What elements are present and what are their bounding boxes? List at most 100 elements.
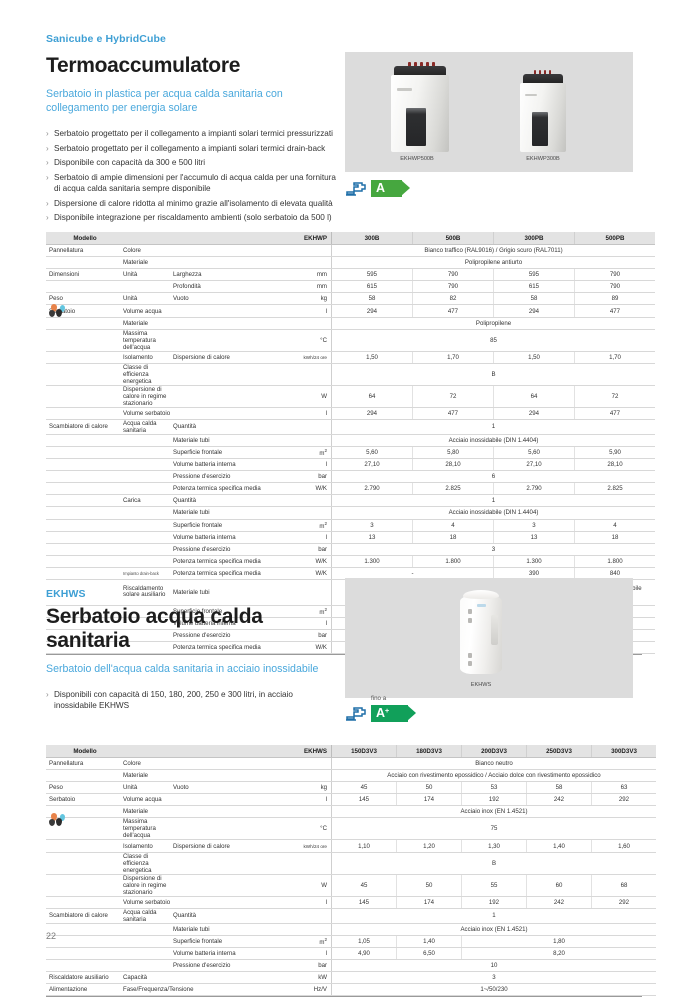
- row-value: 28,10: [574, 458, 655, 472]
- table-header-cell: EKHWS: [293, 745, 332, 758]
- table-row: Pressione d'esercizio bar 3: [46, 543, 655, 556]
- table-row: Carica Quantità 1: [46, 494, 655, 508]
- table-bottom-rule: [46, 654, 642, 656]
- row-value: 72: [574, 385, 655, 408]
- row-property: Pressione d'esercizio: [171, 959, 293, 973]
- table-header-cell: [171, 745, 293, 758]
- row-value: 294: [331, 304, 413, 318]
- tank-body: [520, 82, 566, 152]
- table-row: Massima temperatura dell'acqua °C 75: [46, 817, 656, 841]
- energy-label-prefix: fino a: [371, 695, 387, 702]
- row-value: 292: [591, 896, 656, 909]
- row-unit: l: [293, 793, 332, 807]
- bullet-text: Serbatoio progettato per il collegamento…: [54, 129, 333, 138]
- row-subcategory: [121, 531, 171, 544]
- row-value: 1,70: [412, 351, 494, 364]
- row-category: [46, 935, 121, 948]
- table-row: Materiale tubi Acciaio inossidabile (DIN …: [46, 506, 655, 520]
- section1-eyebrow: Sanicube e HybridCube: [46, 33, 166, 45]
- row-subcategory: [121, 555, 171, 568]
- row-subcategory: Materiale: [121, 317, 171, 330]
- section1-bullet-list: › Serbatoio progettato per il collegament…: [46, 128, 336, 224]
- row-value: 615: [493, 280, 575, 294]
- row-value-spanning: Acciaio inossidabile (DIN 1.4404): [331, 506, 655, 520]
- row-unit: m2: [293, 519, 332, 532]
- row-value-spanning: 1: [331, 908, 656, 924]
- table-row: Classe di efficienza energetica B: [46, 363, 655, 386]
- row-subcategory: Materiale: [121, 256, 171, 270]
- cylinder-side-panel: [491, 614, 499, 645]
- port-icon: [468, 618, 472, 624]
- section1-title: Termoaccumulatore: [46, 54, 241, 77]
- table-header-cell: [121, 745, 171, 758]
- photo-caption-left: EKHWP500B: [400, 156, 434, 162]
- row-value: 174: [396, 896, 462, 909]
- row-unit: [293, 256, 332, 270]
- chevron-right-icon: ›: [46, 129, 49, 138]
- row-category: [46, 317, 121, 330]
- row-unit: [293, 923, 332, 936]
- row-value-spanning: 3: [331, 971, 656, 985]
- row-subcategory: Volume serbatoio: [121, 407, 171, 420]
- row-subcategory: Fase/Frequenza/Tensione: [121, 983, 193, 997]
- table-row: Materiale Polipropilene: [46, 317, 655, 330]
- row-property: Materiale tubi: [171, 506, 293, 520]
- table-header-cell: 200D3V3: [461, 745, 527, 758]
- row-subcategory: Acqua calda sanitaria: [121, 908, 171, 924]
- row-value: 2.790: [493, 482, 575, 496]
- row-value-spanning: Acciaio inossidabile (DIN 1.4404): [331, 434, 655, 447]
- section2-subtitle: Serbatoio dell'acqua calda sanitaria in …: [46, 663, 319, 675]
- row-value-spanning: B: [331, 363, 655, 386]
- table-header-cell: Modello: [46, 745, 121, 758]
- row-category: Alimentazione: [46, 983, 121, 997]
- row-value: 242: [526, 793, 592, 807]
- table-header-cell: Modello: [46, 232, 121, 245]
- row-property: Pressione d'esercizio: [171, 629, 293, 643]
- energy-class-arrow: A: [371, 180, 410, 197]
- row-subcategory: Materiale: [121, 769, 171, 783]
- row-unit: kg: [293, 781, 332, 795]
- row-value: 8,20: [461, 947, 656, 960]
- row-value: 1,30: [461, 839, 527, 853]
- row-property: [171, 256, 293, 270]
- chevron-right-icon: ›: [46, 213, 49, 223]
- row-unit: °C: [293, 817, 332, 841]
- row-category: [46, 470, 121, 484]
- row-subcategory: Volume acqua: [121, 793, 171, 807]
- row-subcategory: Unità: [121, 781, 171, 795]
- row-value: 2.825: [574, 482, 655, 496]
- table-row: Materiale tubi Acciaio inossidabile (DIN …: [46, 434, 655, 447]
- row-unit: W: [293, 874, 332, 897]
- row-property: Superficie frontale: [171, 605, 293, 619]
- table-row: Superficie frontale m2 3 4 3 4: [46, 519, 655, 532]
- table-row: Isolamento Dispersione di calore kWh/24 or…: [46, 839, 656, 853]
- row-category: [46, 458, 121, 472]
- row-subcategory: [121, 280, 171, 294]
- row-unit: [293, 494, 332, 508]
- row-unit: mm: [293, 280, 332, 294]
- row-unit: l: [293, 531, 332, 544]
- section1-energy-label: A: [345, 180, 410, 197]
- row-unit: W/K: [293, 482, 332, 496]
- row-category: Riscaldatore ausiliario: [46, 971, 121, 985]
- tank-control-panel: [406, 107, 426, 146]
- row-value: 13: [331, 531, 413, 544]
- row-unit: kg: [293, 292, 332, 306]
- row-subcategory: [121, 923, 171, 936]
- row-property: Volume batteria interna: [171, 458, 293, 472]
- row-category: [46, 482, 121, 496]
- row-unit: m2: [293, 935, 332, 948]
- row-property: Vuoto: [171, 781, 293, 795]
- row-value: 5,80: [412, 446, 494, 460]
- section2-bullet-list: › Disponibili con capacità di 150, 180, 2…: [46, 689, 336, 712]
- energy-class-letter: A: [376, 706, 385, 721]
- row-value: 1,40: [526, 839, 592, 853]
- row-unit: bar: [293, 543, 332, 556]
- brand-logo: [524, 93, 537, 97]
- row-property: [171, 817, 293, 841]
- row-value-spanning: 75: [331, 817, 656, 841]
- table-header-cell: 300D3V3: [591, 745, 656, 758]
- row-value: 45: [331, 874, 397, 897]
- row-subcategory: [121, 617, 171, 631]
- table-row: Dispersione di calore in regime staziona…: [46, 385, 655, 408]
